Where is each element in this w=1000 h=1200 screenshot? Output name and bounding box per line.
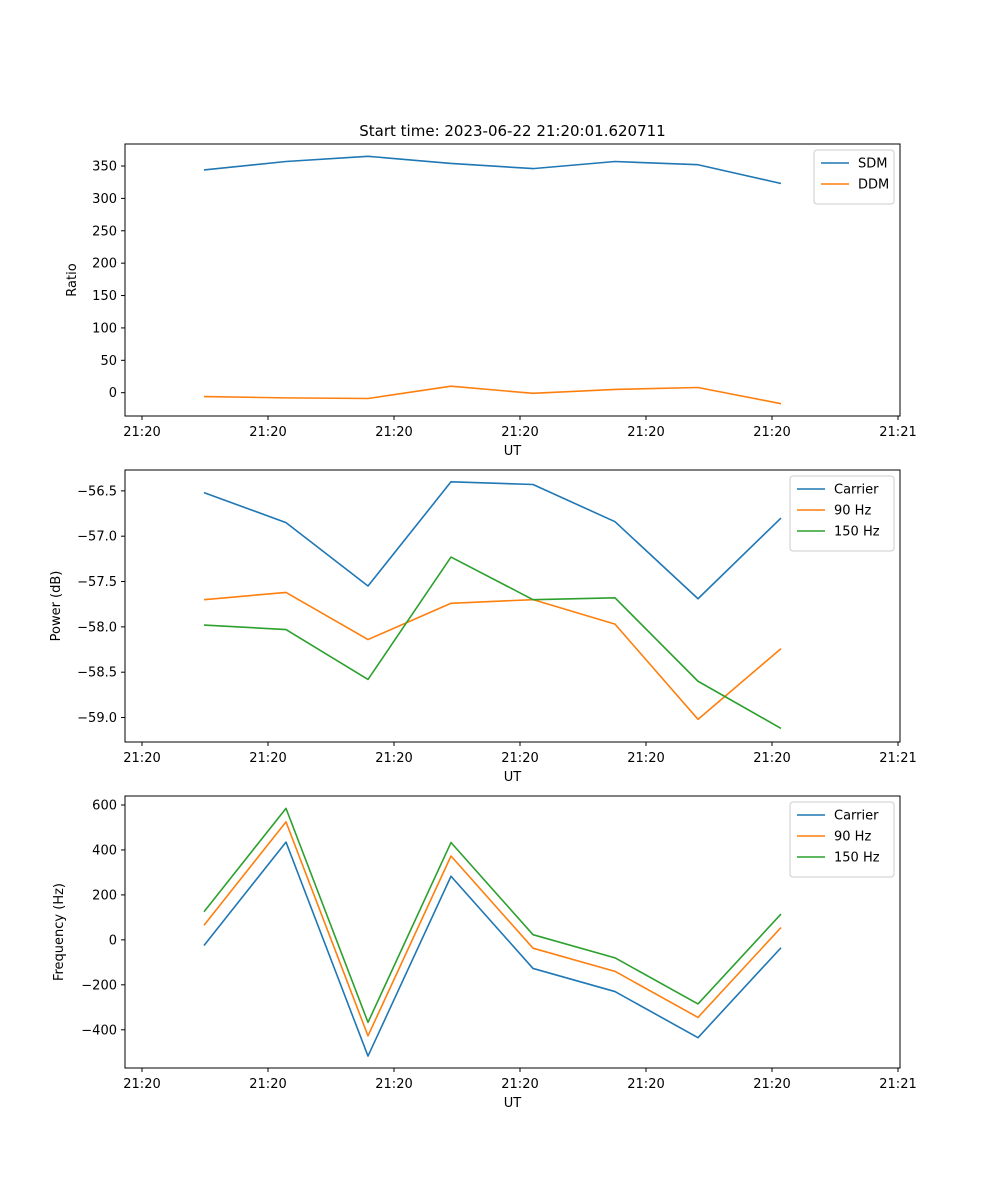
x-tick-label: 21:20 — [249, 1077, 286, 1092]
y-axis-label: Power (dB) — [49, 571, 64, 642]
y-tick-label: 0 — [109, 933, 117, 948]
y-tick-label: 200 — [92, 888, 117, 903]
y-tick-label: 300 — [92, 192, 117, 207]
x-tick-label: 21:20 — [123, 1077, 160, 1092]
x-tick-label: 21:20 — [249, 751, 286, 766]
x-tick-label: 21:20 — [627, 425, 664, 440]
x-tick-label: 21:21 — [879, 425, 916, 440]
y-tick-label: −58.0 — [77, 620, 117, 635]
x-axis-label: UT — [504, 1096, 522, 1111]
series-line-carrier — [203, 841, 782, 1057]
x-tick-label: 21:20 — [753, 1077, 790, 1092]
y-tick-label: −400 — [81, 1023, 117, 1038]
series-line-150-hz — [203, 556, 782, 730]
x-tick-label: 21:20 — [249, 425, 286, 440]
series-line-ddm — [203, 385, 782, 405]
legend-entry: DDM — [858, 178, 889, 193]
series-line-carrier — [203, 480, 782, 600]
legend-entry: Carrier — [834, 483, 879, 498]
legend-entry: SDM — [858, 157, 887, 172]
chart-panel-3: 21:20 21:20 21:20 21:20 21:20 21:20 21:21 UT −40… — [52, 795, 917, 1111]
x-tick-label: 21:20 — [375, 751, 412, 766]
x-tick-label: 21:20 — [753, 425, 790, 440]
y-tick-label: 50 — [100, 354, 117, 369]
x-tick-label: 21:21 — [879, 1077, 916, 1092]
series-line-90-hz — [203, 591, 782, 721]
y-tick-label: −57.0 — [77, 530, 117, 545]
x-tick-label: 21:20 — [627, 1077, 664, 1092]
legend-entry: 150 Hz — [834, 851, 880, 866]
x-tick-label: 21:20 — [375, 425, 412, 440]
legend-entry: 150 Hz — [834, 525, 880, 540]
y-tick-label: −58.5 — [77, 666, 117, 681]
y-tick-label: 100 — [92, 321, 117, 336]
legend-entry: 90 Hz — [834, 830, 871, 845]
x-tick-label: 21:20 — [627, 751, 664, 766]
x-tick-label: 21:20 — [375, 1077, 412, 1092]
chart-panel-2: 21:20 21:20 21:20 21:20 21:20 21:20 21:21 UT −59… — [49, 469, 917, 785]
legend-entry: Carrier — [834, 809, 879, 824]
y-axis-label: Frequency (Hz) — [52, 883, 67, 981]
legend-box — [789, 475, 895, 552]
legend-entry: 90 Hz — [834, 504, 871, 519]
y-tick-label: −59.0 — [77, 711, 117, 726]
y-tick-label: −57.5 — [77, 575, 117, 590]
series-line-90-hz — [203, 821, 782, 1037]
y-tick-label: 600 — [92, 798, 117, 813]
x-tick-label: 21:20 — [501, 1077, 538, 1092]
x-axis-label: UT — [504, 444, 522, 459]
y-tick-label: 0 — [109, 386, 117, 401]
x-tick-label: 21:21 — [879, 751, 916, 766]
y-tick-label: 150 — [92, 289, 117, 304]
legend: SDM DDM — [813, 149, 895, 205]
y-tick-label: 200 — [92, 257, 117, 272]
chart-panel-1: Start time: 2023-06-22 21:20:01.620711 21… — [65, 122, 917, 459]
y-tick-label: 250 — [92, 224, 117, 239]
x-tick-label: 21:20 — [123, 751, 160, 766]
y-tick-label: 400 — [92, 843, 117, 858]
chart-title: Start time: 2023-06-22 21:20:01.620711 — [359, 122, 665, 140]
legend: Carrier 90 Hz 150 Hz — [789, 801, 895, 878]
x-tick-label: 21:20 — [123, 425, 160, 440]
plot-frame — [124, 469, 901, 743]
series-line-sdm — [203, 155, 782, 185]
y-tick-label: 350 — [92, 160, 117, 175]
y-tick-label: −56.5 — [77, 484, 117, 499]
y-tick-label: −200 — [81, 978, 117, 993]
x-tick-label: 21:20 — [753, 751, 790, 766]
legend-box — [789, 801, 895, 878]
x-axis-label: UT — [504, 770, 522, 785]
plot-frame — [124, 795, 901, 1069]
x-tick-label: 21:20 — [501, 751, 538, 766]
series-line-150-hz — [203, 807, 782, 1024]
plot-frame — [124, 143, 901, 417]
legend: Carrier 90 Hz 150 Hz — [789, 475, 895, 552]
y-axis-label: Ratio — [65, 263, 80, 296]
x-tick-label: 21:20 — [501, 425, 538, 440]
